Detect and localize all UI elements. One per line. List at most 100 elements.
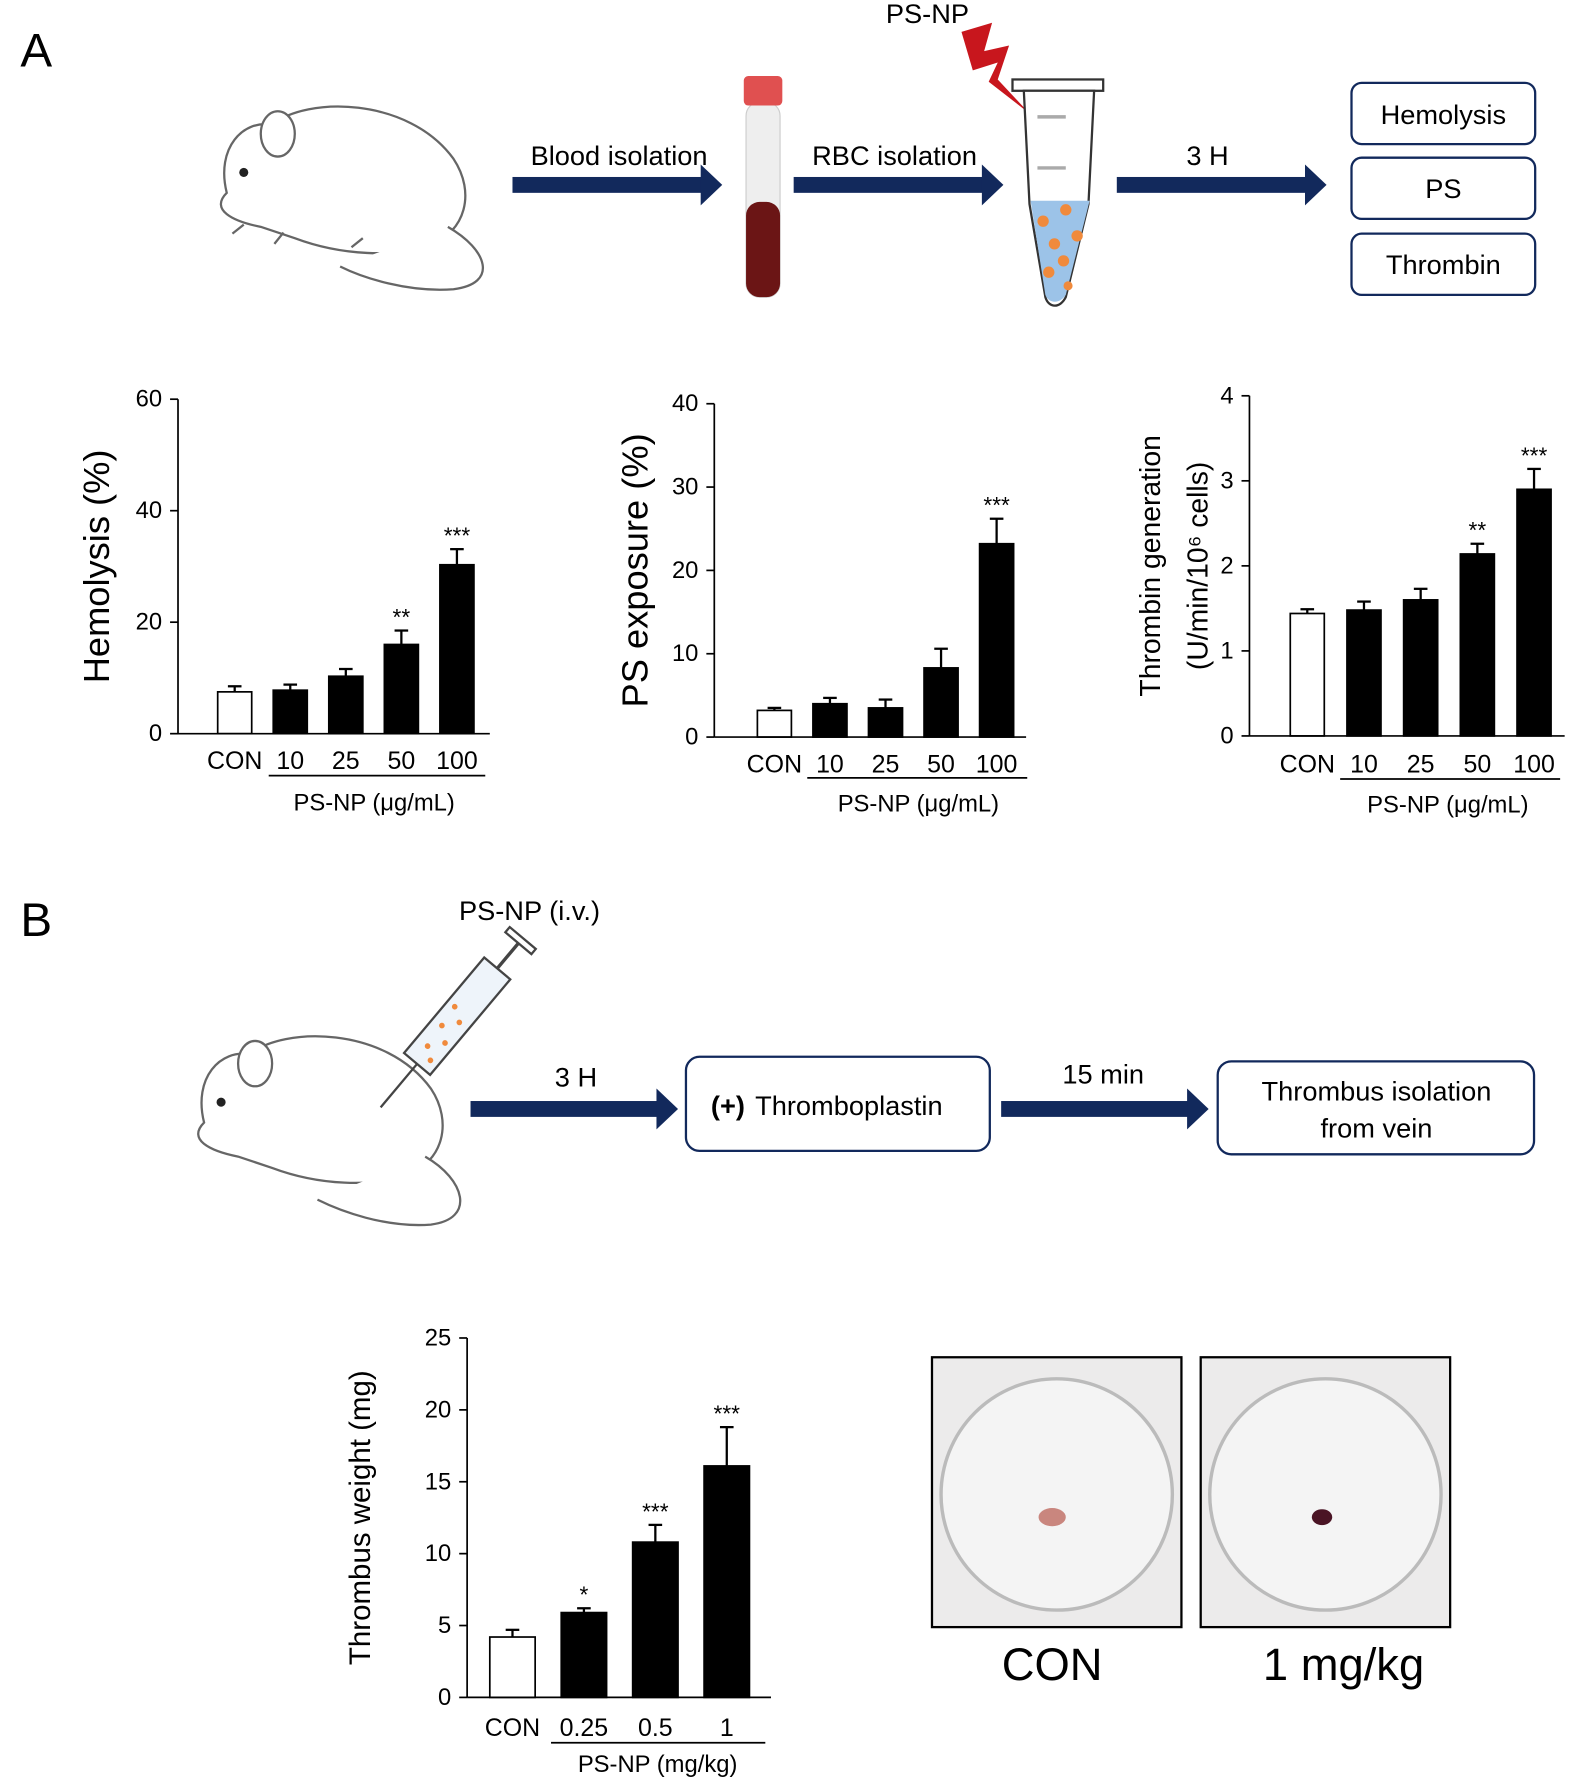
bar — [383, 643, 420, 735]
x-tick-label: 10 — [1350, 750, 1378, 778]
y-tick-label: 3 — [1220, 467, 1233, 494]
y-tick-label: 60 — [136, 386, 162, 413]
box-label: Hemolysis — [1381, 99, 1506, 130]
significance-label: *** — [714, 1401, 741, 1427]
y-tick-label: 10 — [425, 1540, 451, 1567]
x-tick-label: 25 — [872, 750, 900, 778]
x-tick-label: CON — [1280, 750, 1335, 778]
blood-tube — [743, 76, 783, 298]
y-tick-label: 40 — [136, 497, 162, 524]
x-tick-label: CON — [747, 750, 802, 778]
bar — [1346, 609, 1382, 737]
photo-label: CON — [1002, 1639, 1103, 1690]
arrow — [793, 164, 1004, 206]
x-tick-label: 10 — [816, 750, 844, 778]
bar — [1516, 488, 1552, 737]
y-axis-label: Thrombin generation — [1135, 435, 1167, 696]
bar — [1459, 553, 1496, 737]
arrow-label: 15 min — [1062, 1058, 1144, 1089]
box — [1350, 81, 1537, 146]
mouse-icon — [219, 105, 484, 291]
y-tick-label: 10 — [672, 640, 698, 667]
y-tick-label: 20 — [425, 1396, 451, 1423]
mouse-icon — [197, 1035, 462, 1227]
box — [684, 1055, 991, 1153]
lightning-icon — [961, 22, 1030, 114]
significance-label: ** — [1469, 517, 1487, 543]
y-tick-label: 0 — [149, 720, 162, 747]
bar — [1289, 612, 1326, 737]
y-tick-label: 30 — [672, 474, 698, 501]
treatment-label: PS-NP — [886, 0, 969, 29]
panel-label: B — [20, 894, 52, 947]
arrow — [1116, 164, 1327, 206]
y-tick-label: 40 — [672, 390, 698, 417]
x-tick-label: 50 — [927, 750, 955, 778]
significance-label: *** — [983, 492, 1010, 518]
box-label: Thrombus isolation — [1262, 1075, 1492, 1106]
y-axis-label: Thrombus weight (mg) — [344, 1370, 377, 1665]
y-tick-label: 4 — [1220, 382, 1233, 409]
arrow — [512, 164, 723, 206]
y-tick-label: 5 — [438, 1612, 451, 1639]
x-tick-label: 50 — [1463, 750, 1491, 778]
significance-label: * — [579, 1582, 588, 1608]
x-tick-label: 10 — [276, 747, 304, 775]
arrow-label: Blood isolation — [531, 140, 708, 171]
bar — [867, 707, 904, 738]
photo — [930, 1356, 1183, 1629]
y-tick-label: 1 — [1220, 637, 1233, 664]
y-tick-label: 2 — [1220, 552, 1233, 579]
x-group-label: PS-NP (μg/mL) — [838, 790, 999, 817]
y-tick-label: 0 — [438, 1684, 451, 1711]
bar — [439, 563, 475, 735]
box — [1350, 156, 1537, 221]
y-axis-label: Hemolysis (%) — [76, 450, 117, 684]
y-tick-label: 0 — [1220, 722, 1233, 749]
x-group-label: PS-NP (mg/kg) — [578, 1751, 738, 1778]
photo-label: 1 mg/kg — [1263, 1639, 1424, 1690]
bar — [1402, 599, 1439, 737]
significance-label: *** — [642, 1498, 669, 1524]
y-tick-label: 20 — [136, 609, 162, 636]
y-axis-label: (U/min/10⁶ cells) — [1182, 462, 1214, 670]
x-group-label: PS-NP (μg/mL) — [293, 789, 454, 816]
significance-label: *** — [1521, 442, 1548, 468]
x-tick-label: CON — [485, 1714, 540, 1742]
arrow — [1001, 1088, 1209, 1130]
bar — [560, 1611, 608, 1699]
x-tick-label: 1 — [720, 1714, 734, 1742]
box-label: PS — [1425, 173, 1461, 204]
bar — [631, 1541, 679, 1699]
box — [1216, 1060, 1536, 1156]
y-tick-label: 20 — [672, 557, 698, 584]
significance-label: *** — [444, 523, 471, 549]
box — [1350, 232, 1537, 297]
bar — [703, 1465, 751, 1699]
injection-label: PS-NP (i.v.) — [459, 895, 600, 926]
x-tick-label: 0.25 — [560, 1714, 609, 1742]
box-label: from vein — [1321, 1113, 1433, 1144]
x-tick-label: 100 — [976, 750, 1018, 778]
x-tick-label: CON — [207, 747, 262, 775]
x-tick-label: 100 — [436, 747, 478, 775]
panel-label: A — [20, 25, 52, 78]
x-tick-label: 0.5 — [638, 1714, 673, 1742]
x-tick-label: 100 — [1513, 750, 1555, 778]
bar — [272, 689, 309, 735]
y-tick-label: 25 — [425, 1324, 451, 1351]
y-tick-label: 15 — [425, 1468, 451, 1495]
bar — [756, 709, 793, 738]
arrow — [470, 1088, 679, 1130]
box-label: Thromboplastin — [755, 1090, 943, 1121]
arrow-label: 3 H — [1186, 140, 1228, 171]
bar — [216, 691, 253, 735]
bar — [488, 1636, 537, 1699]
bar — [812, 702, 848, 738]
bar — [978, 542, 1015, 738]
y-tick-label: 0 — [685, 724, 698, 751]
box-label: Thrombin — [1386, 249, 1501, 280]
arrow-label: 3 H — [555, 1062, 597, 1093]
box-label: (+) — [711, 1090, 745, 1121]
